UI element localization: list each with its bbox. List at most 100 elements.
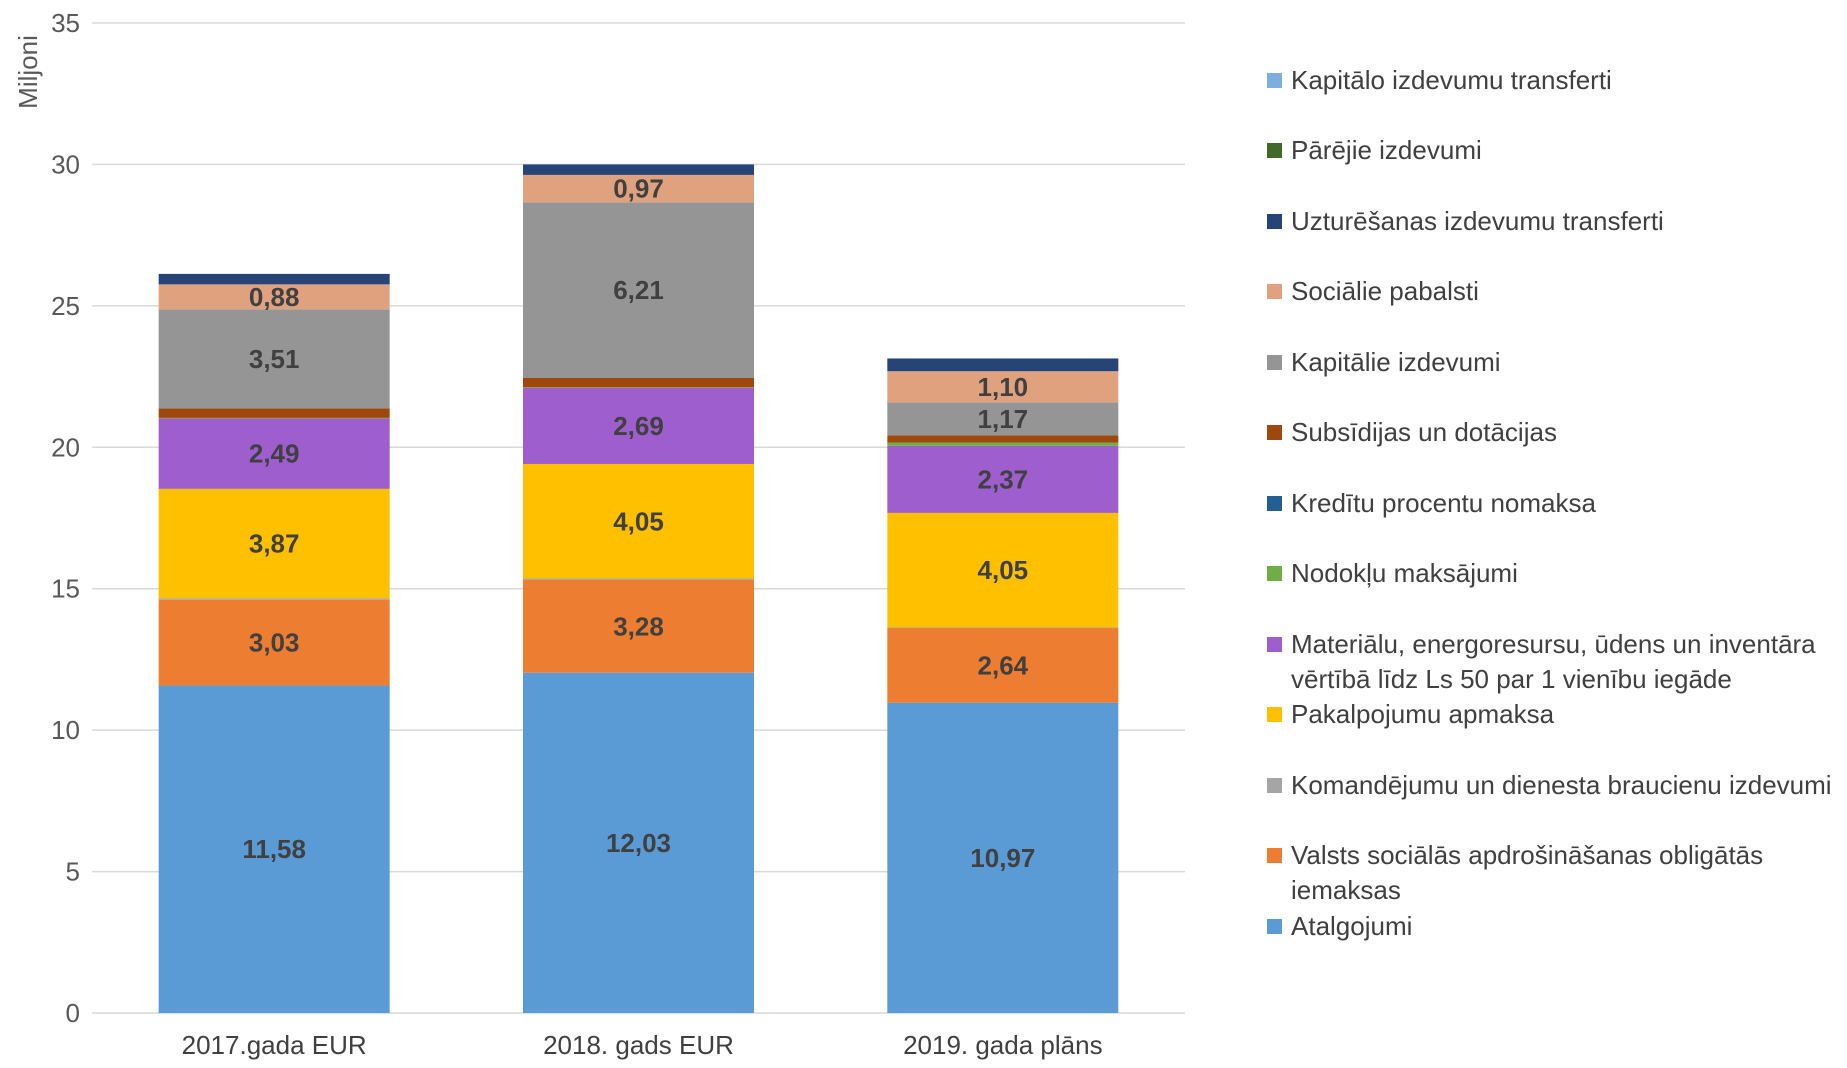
legend-label: Uzturēšanas izdevumu transferti [1291,206,1664,236]
bar-segment [887,627,1119,629]
legend-swatch [1267,143,1282,158]
legend-swatch [1267,496,1282,511]
data-label: 4,05 [613,506,664,536]
legend-item: Sociālie pabalsti [1267,274,1847,309]
bar-segment [887,512,1119,628]
legend-label: Materiālu, energoresursu, ūdens un inven… [1291,629,1816,694]
legend-label: Kapitālo izdevumu transferti [1291,65,1612,95]
data-label: 6,21 [613,275,664,305]
data-label: 3,51 [249,344,300,374]
legend-item: Kredītu procentu nomaksa [1267,486,1847,521]
legend-item: Pārējie izdevumi [1267,133,1847,168]
legend-item: Kapitālo izdevumu transferti [1267,63,1847,98]
bar-segment [158,309,390,409]
y-tick-label: 0 [66,998,80,1028]
bars [158,164,1119,1013]
y-axis-ticks: 0 5 10 15 20 25 30 35 [51,8,80,1028]
bar-segment [523,672,754,1013]
legend-swatch [1267,284,1282,299]
bar-segment [887,445,1119,513]
legend-label: Sociālie pabalsti [1291,276,1479,306]
legend-swatch [1267,73,1282,88]
x-category-label: 2018. gads EUR [543,1030,734,1060]
bar-segment [158,599,390,686]
legend-label: Komandējumu un dienesta braucienu izdevu… [1291,770,1832,800]
legend-label: Atalgojumi [1291,911,1413,941]
data-labels: 11,58 3,03 3,87 2,49 3,51 0,88 12,03 3,28 4,05 2,… [242,174,1035,873]
bar-segment [158,417,390,419]
data-label: 0,97 [613,174,664,204]
data-label: 3,03 [249,628,300,658]
legend-item: Nodokļu maksājumi [1267,556,1847,591]
data-label: 3,87 [249,529,300,559]
x-category-label: 2017.gada EUR [182,1030,367,1060]
y-axis-title: Miljoni [13,35,43,109]
data-label: 3,28 [613,611,664,641]
legend-swatch [1267,355,1282,370]
legend-item: Kapitālie izdevumi [1267,345,1847,380]
legend-label: Kapitālie izdevumi [1291,347,1501,377]
bar-segment [523,387,754,388]
bar-segment [523,463,754,579]
legend-swatch [1267,214,1282,229]
bar-segment [523,164,754,175]
legend-item: Atalgojumi [1267,909,1847,944]
legend-item: Materiālu, energoresursu, ūdens un inven… [1267,627,1847,697]
bar-segment [523,387,754,464]
legend-swatch [1267,848,1282,863]
legend-label: Subsīdijas un dotācijas [1291,417,1557,447]
bar-segment [158,273,390,285]
bar-segment [158,284,390,310]
legend-swatch [1267,778,1282,793]
legend-swatch [1267,919,1282,934]
legend-item: Uzturēšanas izdevumu transferti [1267,204,1847,239]
data-label: 1,10 [978,372,1029,402]
y-tick-label: 30 [51,149,80,179]
data-label: 10,97 [970,843,1035,873]
x-category-label: 2019. gada plāns [903,1030,1103,1060]
bar-segment [523,174,754,203]
legend-label: Nodokļu maksājumi [1291,558,1518,588]
y-tick-label: 10 [51,715,80,745]
bar-segment [523,202,754,378]
bar-segment [158,408,390,418]
bar-segment [887,371,1119,403]
legend-swatch [1267,637,1282,652]
data-label: 0,88 [249,282,300,312]
legend-swatch [1267,425,1282,440]
data-label: 2,37 [978,464,1029,494]
data-label: 2,64 [978,650,1029,680]
data-label: 1,17 [978,404,1029,434]
bar-segment [158,685,390,1013]
legend-swatch [1267,566,1282,581]
legend-label: Pārējie izdevumi [1291,135,1482,165]
y-tick-label: 35 [51,8,80,38]
legend-item: Subsīdijas un dotācijas [1267,415,1847,450]
data-label: 2,69 [613,411,664,441]
bar-segment [887,628,1119,703]
legend-label: Pakalpojumu apmaksa [1291,699,1555,729]
data-label: 4,05 [978,555,1029,585]
x-axis-categories: 2017.gada EUR 2018. gads EUR 2019. gada pl… [182,1030,1103,1060]
legend-label: Valsts sociālās apdrošināšanas obligātās… [1291,840,1764,905]
bar-segment [887,358,1119,372]
bar-segment [887,402,1119,436]
bar-segment [523,579,754,673]
bar-segment [887,442,1119,446]
bar-segment [158,418,390,489]
bar-segment [887,435,1119,443]
y-tick-label: 5 [66,857,80,887]
bar-segment [158,598,390,600]
legend-item: Valsts sociālās apdrošināšanas obligātās… [1267,838,1847,908]
data-label: 11,58 [242,834,306,864]
bar-segment [887,702,1119,1013]
bar-segment [158,488,390,599]
y-tick-label: 25 [51,291,80,321]
legend-item: Komandējumu un dienesta braucienu izdevu… [1267,768,1847,803]
data-label: 12,03 [606,828,671,858]
y-tick-label: 15 [51,574,80,604]
y-tick-label: 20 [51,432,80,462]
data-label: 2,49 [249,439,300,469]
bar-segment [523,578,754,580]
